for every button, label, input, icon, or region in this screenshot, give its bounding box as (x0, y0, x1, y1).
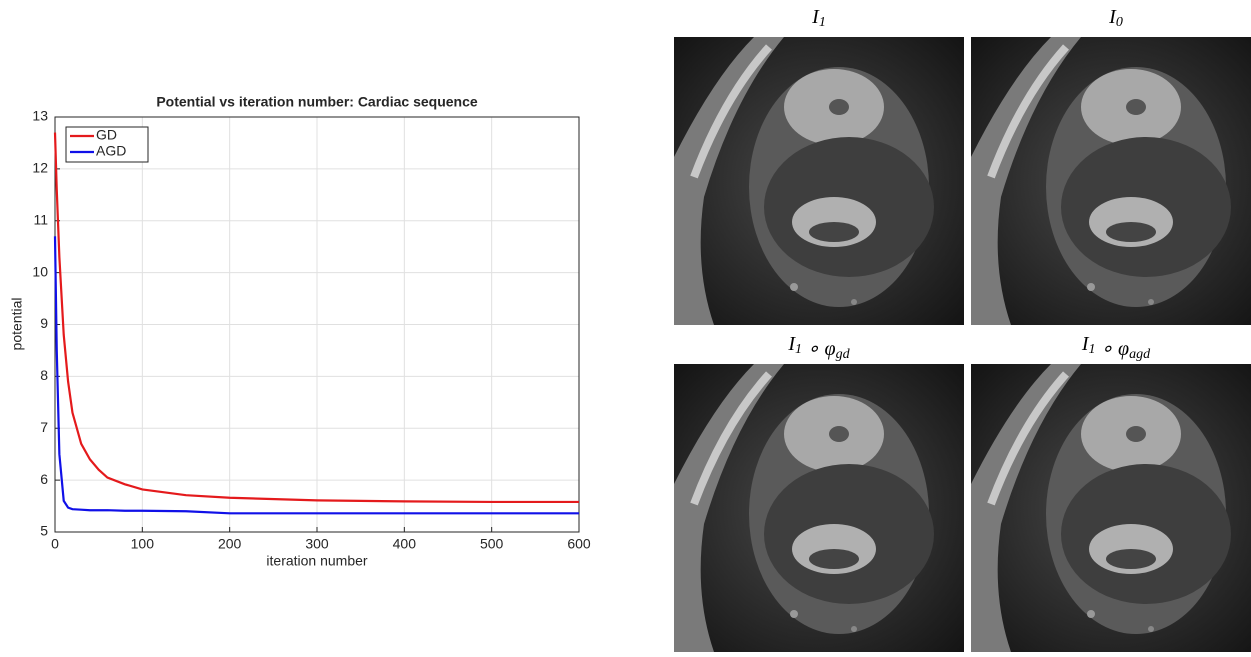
y-tick-label: 10 (32, 263, 48, 279)
legend-label: AGD (96, 143, 126, 159)
y-axis-label: potential (9, 298, 25, 351)
panel-title: I1 ∘ φagd (1081, 333, 1151, 363)
plot (53, 116, 580, 533)
legend-box (65, 126, 149, 163)
image (971, 37, 1251, 325)
panel-title: I0 (1108, 6, 1123, 31)
x-tick-label: 300 (305, 536, 329, 552)
x-tick-label: 0 (51, 536, 59, 552)
title-text: I (787, 333, 796, 355)
y-tick-label: 9 (40, 315, 48, 331)
y-tick-label: 11 (33, 211, 48, 227)
y-tick-label: 8 (40, 367, 48, 383)
y-tick-label: 12 (32, 160, 48, 176)
x-tick-label: 400 (393, 536, 417, 552)
subscript: gd (836, 347, 851, 362)
y-tick-label: 7 (40, 419, 48, 435)
y-tick-label: 13 (32, 108, 48, 124)
line (53, 132, 579, 504)
x-tick-label: 600 (567, 536, 591, 552)
image (971, 364, 1251, 652)
subscript: 1 (819, 15, 826, 30)
y-tick-label: 5 (40, 523, 48, 539)
image (674, 364, 964, 652)
panel-title: I1 ∘ φgd (787, 333, 850, 363)
subscript: 1 (795, 342, 802, 357)
subscript: 1 (1089, 342, 1096, 357)
panel-title: I1 (811, 6, 826, 31)
x-axis-label: iteration number (266, 553, 368, 569)
title-text: ∘ φ (802, 338, 836, 360)
title-text: I (1108, 6, 1117, 28)
line (53, 236, 579, 515)
x-tick-label: 500 (480, 536, 504, 552)
x-tick-label: 200 (218, 536, 242, 552)
image (674, 37, 964, 325)
x-tick-label: 100 (131, 536, 155, 552)
title-text: I (811, 6, 820, 28)
subscript: 0 (1116, 15, 1123, 30)
title-text: ∘ φ (1096, 338, 1130, 360)
plot-frame (54, 116, 580, 533)
title-text: I (1081, 333, 1090, 355)
subscript: agd (1129, 347, 1151, 362)
legend-label: GD (96, 127, 117, 143)
chart-title: Potential vs iteration number: Cardiac s… (156, 94, 478, 110)
y-tick-label: 6 (40, 471, 48, 487)
